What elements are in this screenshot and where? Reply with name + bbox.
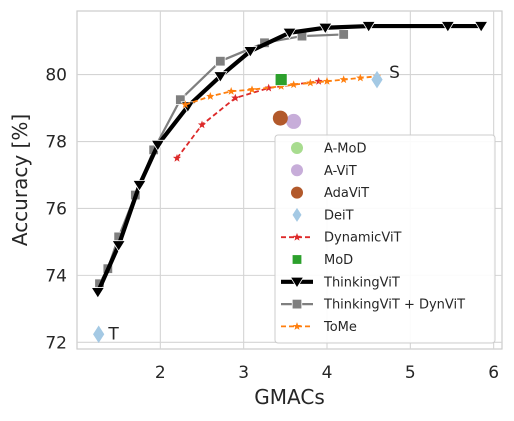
data-point — [90, 287, 106, 299]
x-axis-label: GMACs — [254, 385, 324, 409]
legend-label: ThinkingViT + DynViT — [323, 298, 465, 313]
y-tick-label: 80 — [45, 66, 67, 86]
data-point — [272, 110, 288, 126]
data-point — [361, 21, 376, 33]
y-tick-label: 78 — [45, 133, 67, 153]
x-tick-label: 2 — [155, 363, 166, 383]
data-point — [181, 100, 190, 109]
data-point — [231, 93, 240, 102]
legend-label: A-ViT — [324, 164, 357, 179]
data-point — [150, 139, 166, 152]
legend-label: MoD — [324, 253, 353, 268]
data-point — [197, 120, 207, 129]
legend-label: DynamicViT — [324, 231, 402, 246]
y-tick-label: 72 — [45, 333, 67, 353]
series-adavit — [272, 110, 288, 126]
legend-item: ThinkingViT + DynViT — [281, 298, 465, 313]
legend-item: A-MoD — [291, 142, 366, 157]
legend-label: AdaViT — [324, 186, 369, 201]
legend-item: ThinkingViT — [281, 275, 400, 290]
series-mod — [274, 73, 288, 87]
legend-marker — [291, 254, 303, 265]
legend-marker — [292, 207, 302, 222]
data-point — [274, 73, 288, 87]
data-point — [318, 22, 333, 35]
legend-label: A-MoD — [324, 142, 366, 157]
legend-marker — [292, 322, 302, 330]
annotations: TS — [107, 63, 400, 344]
data-point — [473, 21, 489, 33]
data-point — [247, 85, 257, 94]
legend-marker — [291, 298, 303, 310]
data-point — [93, 325, 105, 344]
data-point — [215, 55, 226, 67]
data-point — [172, 153, 182, 162]
x-tick-labels: 2 3 4 5 6 — [155, 363, 499, 383]
data-point — [314, 76, 323, 85]
data-point — [371, 70, 383, 89]
legend-marker — [292, 232, 302, 241]
legend: A-MoD A-ViT AdaViT DeiT DynamicViT MoD Thinkin… — [274, 134, 496, 344]
series-a-vit — [286, 113, 302, 129]
data-point — [286, 113, 302, 129]
data-point — [322, 76, 332, 85]
y-tick-label: 76 — [45, 199, 67, 219]
x-tick-label: 6 — [488, 363, 499, 383]
data-point — [339, 75, 348, 84]
point-annotation: T — [107, 324, 119, 344]
legend-marker — [291, 164, 303, 177]
legend-label: ToMe — [323, 320, 357, 335]
legend-marker — [291, 142, 303, 154]
data-point — [111, 240, 126, 252]
legend-item: A-ViT — [291, 164, 357, 179]
legend-label: DeiT — [324, 208, 354, 223]
legend-item: MoD — [291, 253, 353, 268]
data-point — [440, 21, 456, 33]
x-tick-label: 5 — [405, 363, 416, 383]
y-tick-labels: 72 74 76 78 80 — [45, 66, 67, 354]
data-point — [356, 73, 365, 82]
series-line — [95, 23, 482, 293]
legend-item: DynamicViT — [281, 231, 402, 246]
series-line — [185, 75, 378, 106]
data-point — [213, 71, 228, 83]
data-point — [227, 87, 236, 95]
series-group — [90, 21, 489, 344]
legend-item: DeiT — [292, 207, 354, 223]
series-deit — [93, 70, 383, 344]
data-point — [338, 29, 349, 40]
data-point — [264, 83, 273, 92]
x-tick-label: 3 — [238, 363, 249, 383]
data-point — [132, 180, 147, 192]
legend-item: AdaViT — [291, 186, 369, 201]
legend-label: ThinkingViT — [323, 275, 400, 290]
y-axis-label: Accuracy [%] — [8, 114, 32, 246]
data-point — [206, 92, 215, 100]
point-annotation: S — [389, 63, 400, 83]
data-point — [282, 27, 297, 40]
data-point — [175, 94, 186, 105]
legend-marker — [289, 276, 305, 289]
y-tick-label: 74 — [45, 266, 67, 286]
data-point — [243, 46, 258, 58]
legend-box — [274, 134, 496, 344]
data-point — [289, 80, 298, 89]
legend-marker — [291, 186, 303, 199]
series-thinkingvit — [90, 21, 489, 299]
x-tick-label: 4 — [322, 363, 333, 383]
legend-item: ToMe — [281, 320, 357, 335]
data-point — [306, 78, 315, 87]
